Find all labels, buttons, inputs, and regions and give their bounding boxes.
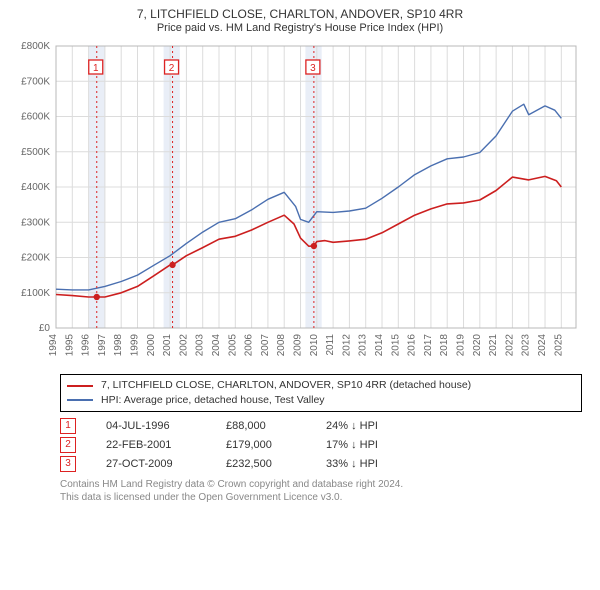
svg-text:2005: 2005 xyxy=(227,334,238,357)
chart-svg: £0 £100K £200K £300K £400K £500K £600K £700K £80… xyxy=(8,40,592,370)
sale-date: 22-FEB-2001 xyxy=(106,439,196,451)
svg-text:£600K: £600K xyxy=(21,112,50,123)
chart-subtitle: Price paid vs. HM Land Registry's House … xyxy=(8,22,592,34)
legend-row: HPI: Average price, detached house, Test… xyxy=(67,393,575,408)
footer: Contains HM Land Registry data © Crown c… xyxy=(60,478,582,504)
svg-text:2003: 2003 xyxy=(195,334,206,357)
svg-text:1: 1 xyxy=(93,63,99,74)
svg-text:1999: 1999 xyxy=(130,334,141,357)
sale-marker: 2 xyxy=(60,437,76,453)
sales-table: 1 04-JUL-1996 £88,000 24% ↓ HPI 2 22-FEB-2001… xyxy=(60,418,582,472)
svg-text:2018: 2018 xyxy=(439,334,450,357)
svg-text:2009: 2009 xyxy=(293,334,304,357)
svg-text:2016: 2016 xyxy=(407,334,418,357)
svg-text:2012: 2012 xyxy=(341,334,352,357)
sale-date: 04-JUL-1996 xyxy=(106,420,196,432)
svg-text:£500K: £500K xyxy=(21,147,50,158)
legend: 7, LITCHFIELD CLOSE, CHARLTON, ANDOVER, … xyxy=(60,374,582,411)
svg-text:£300K: £300K xyxy=(21,217,50,228)
svg-text:2: 2 xyxy=(169,63,175,74)
sale-diff: 33% ↓ HPI xyxy=(326,458,416,470)
svg-text:2008: 2008 xyxy=(276,334,287,357)
svg-text:2024: 2024 xyxy=(537,334,548,357)
svg-text:1996: 1996 xyxy=(81,334,92,357)
svg-text:1998: 1998 xyxy=(113,334,124,357)
svg-text:£0: £0 xyxy=(39,323,51,334)
svg-text:£200K: £200K xyxy=(21,253,50,264)
svg-text:2013: 2013 xyxy=(358,334,369,357)
sale-diff: 24% ↓ HPI xyxy=(326,420,416,432)
svg-text:1994: 1994 xyxy=(48,334,59,357)
svg-text:£100K: £100K xyxy=(21,288,50,299)
svg-text:£800K: £800K xyxy=(21,41,50,52)
sales-row: 1 04-JUL-1996 £88,000 24% ↓ HPI xyxy=(60,418,582,434)
sale-price: £232,500 xyxy=(226,458,296,470)
footer-line-2: This data is licensed under the Open Gov… xyxy=(60,491,582,504)
svg-text:2017: 2017 xyxy=(423,334,434,357)
svg-text:£700K: £700K xyxy=(21,76,50,87)
svg-text:2014: 2014 xyxy=(374,334,385,357)
sale-diff: 17% ↓ HPI xyxy=(326,439,416,451)
sale-marker: 3 xyxy=(60,456,76,472)
svg-text:2006: 2006 xyxy=(244,334,255,357)
svg-text:2023: 2023 xyxy=(521,334,532,357)
legend-label: 7, LITCHFIELD CLOSE, CHARLTON, ANDOVER, … xyxy=(101,378,471,393)
svg-text:2007: 2007 xyxy=(260,334,271,357)
legend-label: HPI: Average price, detached house, Test… xyxy=(101,393,325,408)
svg-text:2001: 2001 xyxy=(162,334,173,357)
svg-text:1997: 1997 xyxy=(97,334,108,357)
svg-text:2020: 2020 xyxy=(472,334,483,357)
legend-swatch xyxy=(67,385,93,387)
chart-title: 7, LITCHFIELD CLOSE, CHARLTON, ANDOVER, … xyxy=(8,6,592,22)
sale-date: 27-OCT-2009 xyxy=(106,458,196,470)
sale-price: £179,000 xyxy=(226,439,296,451)
svg-text:2004: 2004 xyxy=(211,334,222,357)
sale-marker: 1 xyxy=(60,418,76,434)
svg-text:2011: 2011 xyxy=(325,334,336,356)
svg-text:2021: 2021 xyxy=(488,334,499,357)
svg-text:2002: 2002 xyxy=(178,334,189,357)
svg-text:2015: 2015 xyxy=(390,334,401,357)
sales-row: 2 22-FEB-2001 £179,000 17% ↓ HPI xyxy=(60,437,582,453)
legend-swatch xyxy=(67,399,93,401)
chart: £0 £100K £200K £300K £400K £500K £600K £700K £80… xyxy=(8,40,592,370)
svg-text:2010: 2010 xyxy=(309,334,320,357)
legend-row: 7, LITCHFIELD CLOSE, CHARLTON, ANDOVER, … xyxy=(67,378,575,393)
svg-text:3: 3 xyxy=(310,63,316,74)
svg-text:2022: 2022 xyxy=(504,334,515,357)
svg-text:£400K: £400K xyxy=(21,182,50,193)
sales-row: 3 27-OCT-2009 £232,500 33% ↓ HPI xyxy=(60,456,582,472)
svg-text:1995: 1995 xyxy=(64,334,75,357)
svg-text:2000: 2000 xyxy=(146,334,157,357)
svg-text:2019: 2019 xyxy=(456,334,467,357)
sale-price: £88,000 xyxy=(226,420,296,432)
svg-text:2025: 2025 xyxy=(553,334,564,357)
footer-line-1: Contains HM Land Registry data © Crown c… xyxy=(60,478,582,491)
